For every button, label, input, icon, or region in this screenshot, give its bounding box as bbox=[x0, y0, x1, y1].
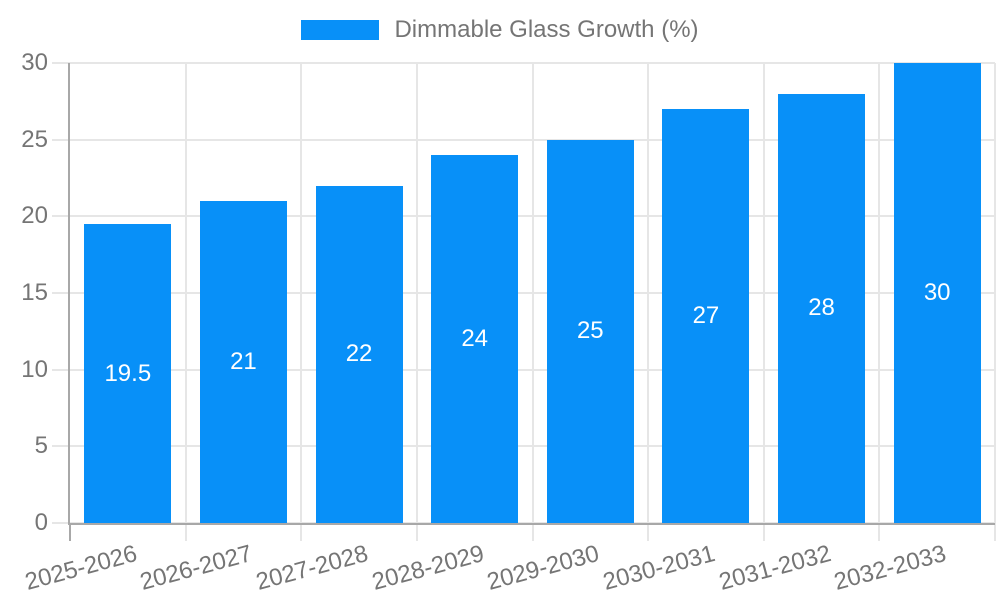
x-tick-mark bbox=[647, 523, 650, 541]
x-tick-label: 2025-2026 bbox=[21, 540, 140, 596]
bar-value-label: 30 bbox=[923, 279, 951, 306]
bar[interactable] bbox=[662, 109, 750, 523]
x-gridline bbox=[184, 63, 187, 523]
x-gridline bbox=[878, 63, 881, 523]
bar-value-label: 24 bbox=[461, 325, 489, 352]
bar-value-label: 22 bbox=[345, 340, 373, 368]
y-tick-label: 5 bbox=[34, 432, 48, 460]
legend-item[interactable]: Dimmable Glass Growth (%) bbox=[301, 16, 699, 43]
x-axis-line bbox=[68, 523, 995, 525]
y-tick-label: 25 bbox=[21, 125, 48, 153]
y-tick-label: 20 bbox=[21, 202, 48, 230]
bar[interactable] bbox=[893, 63, 981, 523]
x-tick-mark bbox=[184, 523, 187, 541]
y-tick-label: 15 bbox=[21, 279, 48, 306]
bar[interactable] bbox=[199, 201, 287, 523]
bar[interactable] bbox=[431, 155, 519, 523]
y-tick-mark bbox=[52, 292, 70, 294]
y-axis-line bbox=[68, 63, 70, 525]
bar[interactable] bbox=[546, 139, 634, 523]
bar-value-label: 25 bbox=[576, 317, 604, 345]
bar-value-label: 19.5 bbox=[104, 359, 152, 387]
x-gridline bbox=[994, 63, 996, 523]
x-tick-mark bbox=[69, 523, 71, 541]
y-tick-mark bbox=[52, 522, 70, 524]
y-tick-mark bbox=[52, 62, 70, 64]
y-tick-mark bbox=[52, 445, 70, 448]
y-tick-label: 0 bbox=[34, 509, 48, 536]
x-tick-label: 2031-2032 bbox=[715, 540, 834, 596]
x-tick-label: 2027-2028 bbox=[253, 540, 372, 596]
x-tick-mark bbox=[531, 523, 534, 541]
x-gridline bbox=[300, 63, 303, 523]
bar[interactable] bbox=[778, 93, 866, 523]
x-tick-mark bbox=[762, 523, 765, 541]
x-gridline bbox=[647, 63, 650, 523]
bar-value-label: 27 bbox=[692, 302, 720, 329]
y-tick-label: 30 bbox=[21, 49, 48, 76]
y-tick-mark bbox=[52, 138, 70, 141]
legend: Dimmable Glass Growth (%) bbox=[0, 17, 1000, 43]
legend-swatch-icon bbox=[301, 20, 380, 40]
x-tick-label: 2026-2027 bbox=[137, 540, 256, 596]
x-gridline bbox=[415, 63, 418, 523]
x-gridline bbox=[762, 63, 765, 523]
y-tick-mark bbox=[52, 215, 70, 218]
x-tick-mark bbox=[994, 523, 996, 541]
x-tick-mark bbox=[415, 523, 418, 541]
y-tick-label: 10 bbox=[21, 355, 48, 383]
x-tick-label: 2030-2031 bbox=[600, 540, 718, 596]
x-tick-label: 2032-2033 bbox=[831, 540, 950, 596]
bar-value-label: 28 bbox=[808, 294, 835, 322]
bar[interactable] bbox=[84, 224, 172, 523]
x-tick-label: 2028-2029 bbox=[368, 540, 487, 596]
bar[interactable] bbox=[315, 185, 403, 523]
y-tick-mark bbox=[52, 368, 70, 371]
x-tick-label: 2029-2030 bbox=[484, 540, 603, 596]
x-gridline bbox=[531, 63, 534, 523]
legend-label: Dimmable Glass Growth (%) bbox=[394, 16, 699, 43]
bar-value-label: 21 bbox=[230, 348, 257, 375]
x-tick-mark bbox=[878, 523, 881, 541]
x-tick-mark bbox=[300, 523, 303, 541]
